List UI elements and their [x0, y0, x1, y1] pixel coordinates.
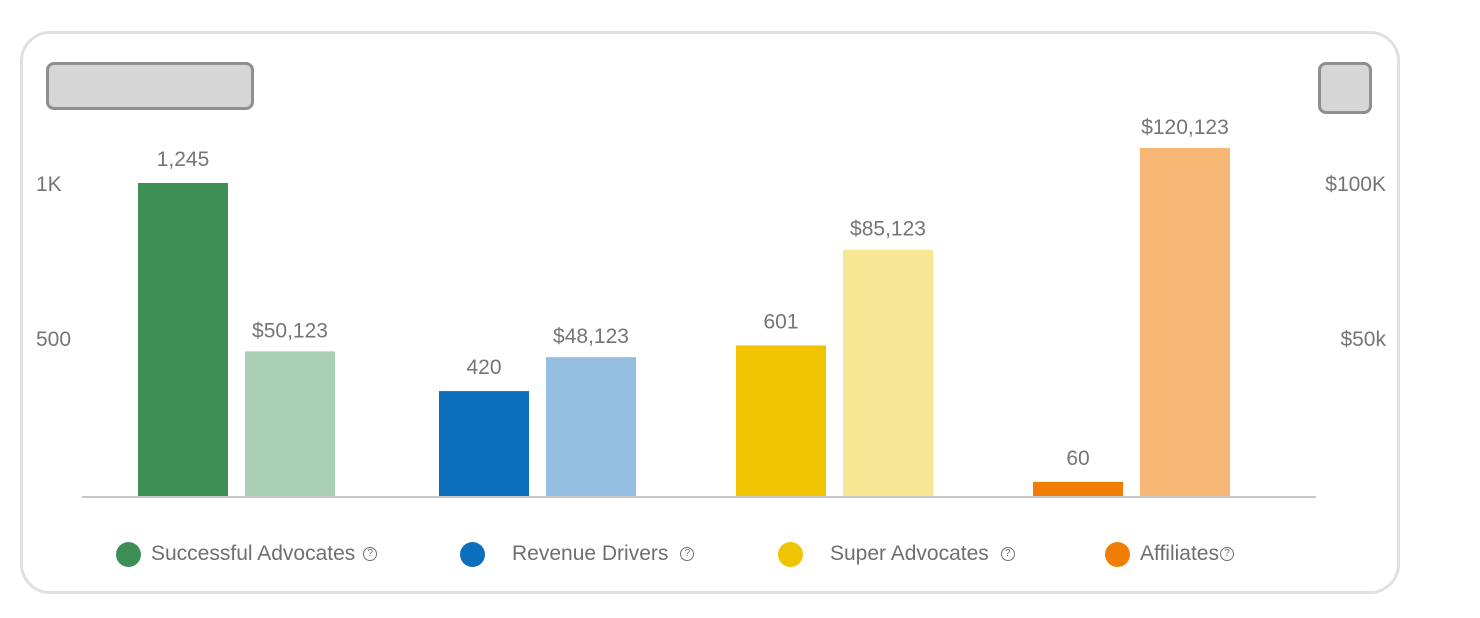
help-icon[interactable]: ? — [680, 547, 695, 561]
legend-item-super-advocates[interactable]: Super Advocates ? — [778, 534, 1015, 574]
chart-menu-placeholder-button[interactable] — [1318, 62, 1372, 114]
data-label-count: 601 — [763, 310, 798, 333]
bar-count — [138, 183, 228, 497]
bar-revenue — [245, 351, 335, 497]
data-label-revenue: $48,123 — [553, 325, 629, 348]
legend-label: Successful Advocates — [151, 542, 356, 565]
help-icon[interactable]: ? — [363, 547, 378, 561]
help-icon[interactable]: ? — [1220, 547, 1234, 561]
bar-count — [736, 345, 826, 497]
data-label-count: 420 — [466, 356, 501, 379]
legend-item-affiliates[interactable]: Affiliates ? — [1105, 534, 1234, 574]
legend-dot-orange — [1105, 541, 1130, 567]
bar-revenue — [1140, 148, 1230, 497]
bar-count — [1033, 481, 1123, 497]
data-label-revenue: $50,123 — [252, 319, 328, 342]
legend-item-revenue-drivers[interactable]: Revenue Drivers ? — [460, 534, 695, 574]
data-label-revenue: $85,123 — [850, 218, 926, 241]
legend-label: Super Advocates — [830, 542, 989, 565]
data-label-revenue: $120,123 — [1141, 116, 1229, 139]
left-axis-tick-label: 500 — [36, 328, 71, 351]
bar-revenue — [843, 249, 933, 497]
right-axis-tick-label: $50k — [1340, 328, 1386, 351]
data-label-count: 1,245 — [157, 148, 210, 171]
bar-count — [439, 391, 529, 497]
legend-item-successful-advocates[interactable]: Successful Advocates ? — [116, 534, 378, 574]
data-label-count: 60 — [1066, 447, 1089, 470]
legend-label: Affiliates — [1140, 542, 1219, 565]
legend-dot-green — [116, 541, 141, 567]
help-icon[interactable]: ? — [1000, 547, 1015, 561]
legend-dot-blue — [460, 541, 485, 567]
chart-title-placeholder-button[interactable] — [46, 62, 254, 110]
chart-legend: Successful Advocates ? Revenue Drivers ?… — [0, 534, 1480, 574]
left-axis-tick-label: 1K — [36, 173, 62, 196]
legend-dot-yellow — [778, 541, 803, 567]
legend-label: Revenue Drivers — [512, 542, 669, 565]
bar-revenue — [546, 357, 636, 497]
right-axis-tick-label: $100K — [1325, 173, 1386, 196]
